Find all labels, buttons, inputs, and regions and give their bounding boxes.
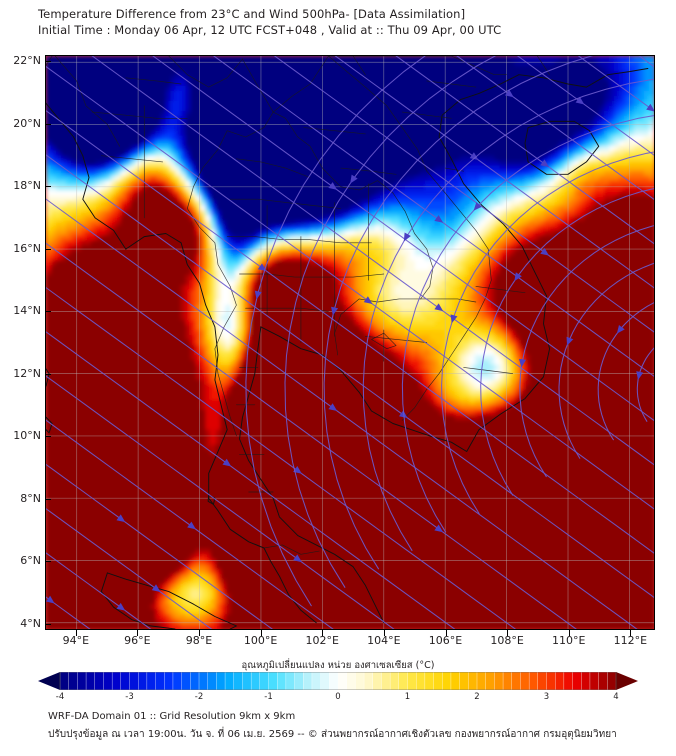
x-tick-label: 94°E xyxy=(62,634,90,647)
x-tick-mark xyxy=(507,630,509,636)
temperature-field xyxy=(46,56,654,629)
wind-direction-arrow xyxy=(328,182,338,190)
y-tick-mark xyxy=(45,248,51,250)
wind-direction-arrow xyxy=(434,303,444,312)
x-tick-label: 96°E xyxy=(124,634,151,647)
figure-title-line1: Temperature Difference from 23°C and Win… xyxy=(38,7,466,21)
wind-direction-arrow xyxy=(293,554,302,563)
x-tick-label: 104°E xyxy=(367,634,401,647)
x-axis-labels: 94°E 96°E 98°E 100°E 102°E 104°E 106°E 108°E 110… xyxy=(45,634,655,650)
wind-direction-arrow xyxy=(151,584,161,593)
x-tick-label: 110°E xyxy=(552,634,586,647)
map-plot-area xyxy=(45,55,655,630)
footer-line2: ปรับปรุงข้อมูล ณ เวลา 19:00น. วัน จ. ที่… xyxy=(48,729,617,740)
y-tick-mark xyxy=(45,623,51,625)
wind-direction-arrow xyxy=(116,514,126,523)
x-tick-mark xyxy=(199,630,201,636)
y-tick-mark xyxy=(45,311,51,313)
colorbar-tick: -2 xyxy=(194,692,204,702)
y-tick-mark xyxy=(45,186,51,188)
colorbar-tick-labels: -4 -3 -2 -1 0 1 2 3 4 xyxy=(38,692,638,706)
wind-direction-arrow xyxy=(450,314,458,324)
colorbar: อุณหภูมิเปลี่ยนแปลง หน่วย องศาเซลเซียส (… xyxy=(0,658,676,710)
y-tick-mark xyxy=(45,436,51,438)
y-tick-label: 6°N xyxy=(20,554,41,568)
colorbar-gradient xyxy=(38,672,638,690)
x-tick-label: 98°E xyxy=(185,634,213,647)
coastlines xyxy=(46,68,649,629)
y-tick-label: 16°N xyxy=(13,241,41,255)
y-tick-label: 10°N xyxy=(13,429,41,443)
footer-line1: WRF-DA Domain 01 :: Grid Resolution 9km … xyxy=(48,711,296,722)
wind-direction-arrow xyxy=(331,306,339,316)
colorbar-tick: -4 xyxy=(55,692,65,702)
y-tick-mark xyxy=(45,561,51,563)
colorbar-tick: 1 xyxy=(404,692,411,702)
wind-direction-arrow xyxy=(540,159,550,168)
wind-direction-arrow xyxy=(187,521,196,530)
x-tick-mark xyxy=(383,630,385,636)
x-tick-mark xyxy=(260,630,262,636)
wind-direction-arrow xyxy=(116,602,126,611)
wind-direction-arrow xyxy=(504,89,514,98)
y-tick-label: 22°N xyxy=(13,54,41,68)
x-tick-mark xyxy=(445,630,447,636)
x-tick-label: 100°E xyxy=(243,634,278,647)
x-tick-mark xyxy=(75,630,77,636)
colorbar-tick: 0 xyxy=(335,692,341,702)
y-tick-label: 20°N xyxy=(13,116,41,130)
figure-title-line2: Initial Time : Monday 06 Apr, 12 UTC FCS… xyxy=(38,23,502,37)
y-tick-mark xyxy=(45,123,51,125)
x-tick-mark xyxy=(137,630,139,636)
administrative-boundaries xyxy=(46,56,550,555)
wind-direction-arrow xyxy=(636,371,644,380)
colorbar-tick: 3 xyxy=(543,692,550,702)
wind-direction-arrow xyxy=(254,290,262,300)
y-axis-labels: 22°N 20°N 18°N 16°N 14°N 12°N 10°N 8°N 6°N 4°N xyxy=(0,54,41,630)
x-tick-label: 106°E xyxy=(428,634,463,647)
y-tick-mark xyxy=(45,498,51,500)
wind-direction-arrow xyxy=(514,272,522,282)
x-tick-mark xyxy=(568,630,570,636)
x-tick-mark xyxy=(630,630,632,636)
wind-direction-arrow xyxy=(350,174,358,184)
x-tick-label: 102°E xyxy=(305,634,339,647)
wind-direction-arrow xyxy=(434,215,444,223)
wind-direction-arrow xyxy=(469,152,479,161)
colorbar-tick: 4 xyxy=(613,692,619,702)
wind-direction-arrow xyxy=(434,524,444,533)
colorbar-title: อุณหภูมิเปลี่ยนแปลง หน่วย องศาเซลเซียส (… xyxy=(241,660,435,671)
y-tick-label: 12°N xyxy=(13,366,41,380)
y-tick-label: 8°N xyxy=(20,491,41,505)
wind-direction-arrow xyxy=(46,595,55,604)
y-tick-label: 14°N xyxy=(13,304,41,318)
colorbar-tick: -1 xyxy=(264,692,273,702)
wind-direction-arrow xyxy=(363,296,373,305)
colorbar-tick: -3 xyxy=(125,692,134,702)
x-tick-mark xyxy=(322,630,324,636)
y-tick-label: 18°N xyxy=(13,179,41,193)
wind-direction-arrow xyxy=(257,263,267,272)
wind-direction-arrow xyxy=(403,232,411,242)
wind-direction-arrow xyxy=(473,202,482,211)
y-tick-mark xyxy=(45,373,51,375)
x-tick-label: 112°E xyxy=(613,634,648,647)
wind-direction-arrow xyxy=(566,336,574,346)
wind-direction-arrow xyxy=(616,324,625,334)
wind-direction-arrow xyxy=(540,247,550,256)
x-tick-label: 108°E xyxy=(490,634,524,647)
wind-direction-arrow xyxy=(328,403,338,412)
wind-direction-arrow xyxy=(646,103,654,112)
wind-direction-arrow xyxy=(575,96,585,105)
wind-streamlines xyxy=(46,56,654,629)
wind-direction-arrow xyxy=(222,458,232,467)
y-tick-mark xyxy=(45,61,51,63)
wind-direction-arrow xyxy=(518,358,527,368)
colorbar-tick: 2 xyxy=(474,692,480,702)
map-canvas xyxy=(46,56,654,629)
y-tick-label: 4°N xyxy=(20,616,41,630)
